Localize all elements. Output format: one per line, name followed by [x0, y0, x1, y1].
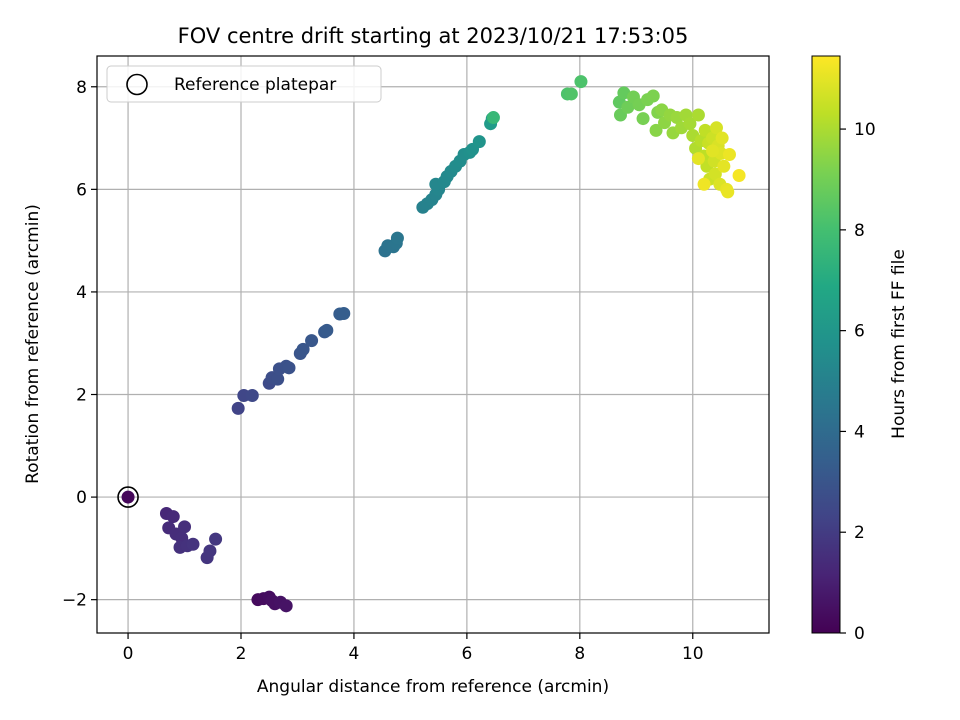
data-point: [649, 123, 663, 137]
data-point: [717, 159, 731, 173]
data-point: [209, 532, 223, 546]
colorbar-tick-label: 4: [854, 422, 865, 442]
colorbar: 0 2 4 6 8 10 Hours from first FF file: [811, 55, 909, 644]
data-point: [709, 121, 723, 135]
colorbar-ticks: 0 2 4 6 8 10: [840, 120, 876, 644]
data-point: [721, 185, 735, 199]
data-point: [621, 100, 635, 114]
x-axis-label: Angular distance from reference (arcmin): [257, 677, 609, 697]
colorbar-label: Hours from first FF file: [889, 249, 909, 439]
data-point: [646, 89, 660, 103]
data-point: [296, 342, 310, 356]
data-point: [691, 152, 705, 166]
data-point: [231, 401, 245, 415]
data-point: [636, 112, 650, 126]
data-points: [117, 75, 746, 613]
data-point: [708, 167, 722, 181]
x-tick-label: 0: [123, 644, 134, 664]
y-tick-label: 6: [76, 180, 87, 200]
data-point: [697, 177, 711, 191]
data-point: [722, 147, 736, 161]
data-point: [166, 510, 180, 524]
plot-frame: [96, 55, 770, 634]
data-point: [245, 389, 259, 403]
data-point: [320, 323, 334, 337]
legend-entry-label: Reference platepar: [174, 75, 336, 95]
colorbar-tick-label: 0: [854, 624, 865, 644]
x-axis-ticks: 0 2 4 6 8 10: [123, 633, 704, 664]
y-tick-label: 2: [76, 386, 87, 406]
data-point: [564, 87, 578, 101]
y-axis-label: Rotation from reference (arcmin): [23, 204, 43, 484]
data-point: [732, 169, 746, 183]
data-point: [178, 520, 192, 534]
reference-point-fill: [121, 490, 135, 504]
data-point: [271, 372, 285, 386]
colorbar-tick-label: 10: [854, 120, 876, 140]
data-point: [472, 135, 486, 149]
data-point: [279, 599, 293, 613]
data-point: [390, 231, 404, 245]
data-point: [574, 75, 588, 89]
y-tick-label: 4: [76, 283, 87, 303]
colorbar-tick-label: 8: [854, 221, 865, 241]
x-tick-label: 8: [574, 644, 585, 664]
data-point: [282, 361, 296, 375]
reference-platepar-marker: [117, 486, 139, 508]
data-point: [706, 144, 720, 158]
data-point: [683, 117, 697, 131]
data-point: [186, 537, 200, 551]
x-tick-label: 2: [236, 644, 247, 664]
chart-title: FOV centre drift starting at 2023/10/21 …: [178, 24, 689, 48]
x-tick-label: 6: [461, 644, 472, 664]
data-point: [305, 334, 319, 348]
y-tick-label: 0: [76, 488, 87, 508]
y-tick-label: −2: [62, 591, 87, 611]
data-point: [203, 544, 217, 558]
y-tick-label: 8: [76, 78, 87, 98]
colorbar-gradient: [811, 55, 841, 634]
colorbar-tick-label: 2: [854, 523, 865, 543]
y-axis-ticks: −2 0 2 4 6 8: [62, 78, 97, 611]
colorbar-tick-label: 6: [854, 322, 865, 342]
legend: Reference platepar: [106, 65, 382, 103]
data-point: [691, 108, 705, 122]
data-point: [337, 306, 351, 320]
x-tick-label: 10: [682, 644, 704, 664]
legend-marker-icon: [126, 73, 148, 96]
legend-box: [106, 65, 382, 103]
data-point: [486, 111, 500, 125]
x-tick-label: 4: [349, 644, 360, 664]
data-point: [715, 131, 729, 145]
